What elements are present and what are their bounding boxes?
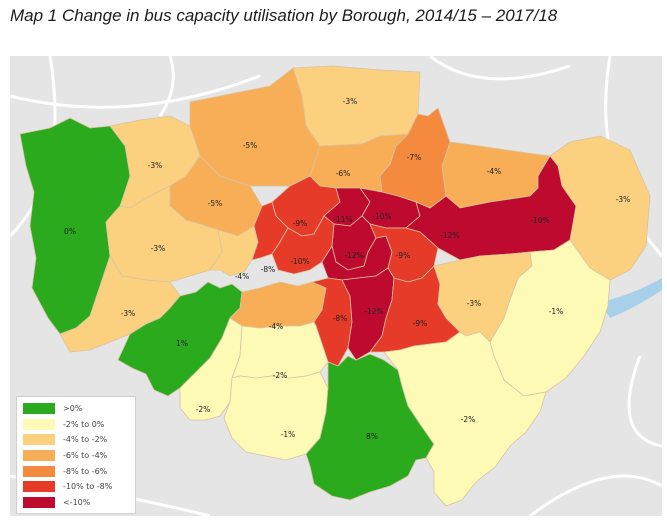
legend-swatch: [23, 465, 55, 477]
legend-label: -6% to -4%: [63, 451, 108, 461]
london-borough-map: -3% -5% -7% -4% -3% -6% -3% 0% -5% -9% -…: [10, 56, 662, 516]
borough-label-8: -5%: [208, 199, 223, 208]
legend-swatch: [23, 481, 55, 493]
borough-label-10: -11%: [333, 215, 352, 224]
borough-label-28: -2%: [196, 405, 211, 414]
legend-item: -4% to -2%: [23, 432, 129, 448]
borough-label-15: -4%: [235, 272, 250, 281]
map-figure: -3% -5% -7% -4% -3% -6% -3% 0% -5% -9% -…: [10, 56, 662, 516]
borough-label-17: -10%: [290, 257, 309, 266]
borough-label-0: -3%: [343, 97, 358, 106]
legend-label: <-10%: [63, 497, 91, 507]
borough-label-2: -7%: [407, 153, 422, 162]
borough-label-32: -2%: [461, 415, 476, 424]
borough-label-9: -9%: [293, 219, 308, 228]
legend-label: -8% to -6%: [63, 466, 108, 476]
borough-label-24: -12%: [364, 307, 383, 316]
boroughs-layer: [19, 65, 651, 507]
borough-31: [305, 353, 435, 501]
borough-label-11: -10%: [372, 212, 391, 221]
borough-label-12: -12%: [344, 251, 363, 260]
legend-swatch: [23, 434, 55, 446]
legend-label: >0%: [63, 404, 83, 414]
borough-label-30: -1%: [281, 430, 296, 439]
map-legend: >0% -2% to 0% -4% to -2% -6% to -4% -8% …: [16, 396, 136, 514]
legend-label: -2% to 0%: [63, 419, 105, 429]
legend-swatch: [23, 450, 55, 462]
borough-label-16: -8%: [261, 265, 276, 274]
borough-label-18: -12%: [440, 231, 459, 240]
borough-15: [209, 225, 259, 277]
borough-label-6: -3%: [148, 161, 163, 170]
legend-label: -4% to -2%: [63, 435, 108, 445]
borough-label-1: -5%: [243, 141, 258, 150]
borough-label-31: 8%: [366, 432, 378, 441]
borough-label-5: -6%: [336, 169, 351, 178]
legend-label: -10% to -8%: [63, 482, 113, 492]
borough-32: [383, 331, 547, 507]
legend-swatch: [23, 418, 55, 430]
borough-label-7: 0%: [64, 227, 76, 236]
borough-label-4: -3%: [616, 195, 631, 204]
map-title: Map 1 Change in bus capacity utilisation…: [10, 6, 558, 25]
legend-item: -2% to 0%: [23, 417, 129, 433]
thames-estuary: [600, 278, 662, 318]
legend-item: <-10%: [23, 495, 129, 511]
legend-item: -10% to -8%: [23, 479, 129, 495]
borough-label-3: -4%: [487, 167, 502, 176]
legend-item: -6% to -4%: [23, 448, 129, 464]
borough-label-25: -9%: [413, 319, 428, 328]
borough-label-23: -8%: [333, 314, 348, 323]
borough-labels: -3% -5% -7% -4% -3% -6% -3% 0% -5% -9% -…: [64, 97, 630, 441]
borough-label-13: -10%: [530, 216, 549, 225]
borough-label-29: -2%: [273, 371, 288, 380]
borough-label-27: -1%: [549, 307, 564, 316]
legend-item: -8% to -6%: [23, 463, 129, 479]
borough-label-20: -3%: [121, 309, 136, 318]
borough-label-21: 1%: [176, 339, 188, 348]
legend-swatch: [23, 403, 55, 415]
legend-item: >0%: [23, 401, 129, 417]
borough-label-19: -9%: [396, 251, 411, 260]
legend-swatch: [23, 496, 55, 508]
borough-label-22: -4%: [269, 322, 284, 331]
borough-label-26: -3%: [467, 299, 482, 308]
borough-label-14: -3%: [151, 244, 166, 253]
